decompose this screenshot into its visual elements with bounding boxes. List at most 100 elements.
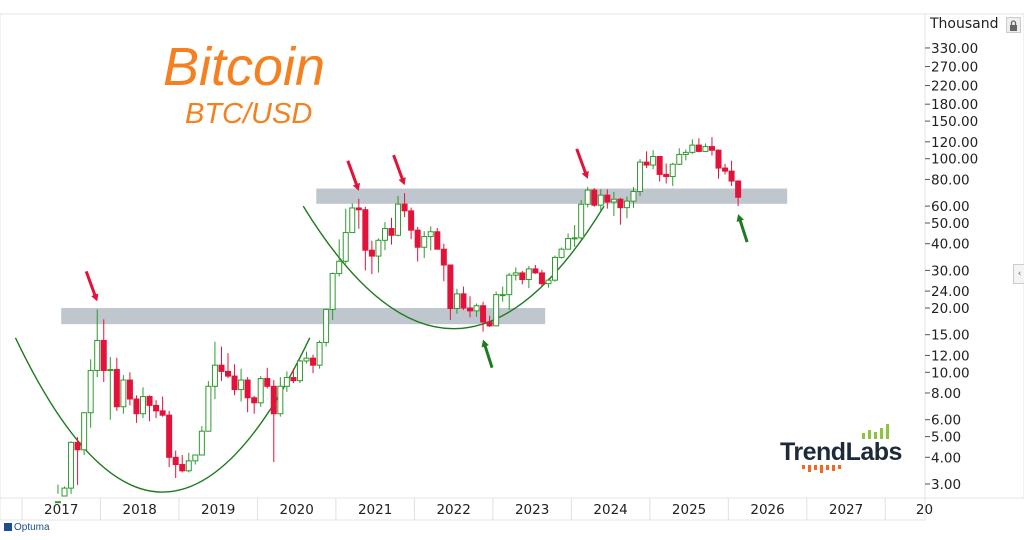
candle-body bbox=[381, 228, 388, 241]
logo-text: TrendLabs bbox=[780, 438, 902, 466]
candle-body bbox=[480, 305, 487, 323]
red-arrow-icon bbox=[575, 148, 588, 176]
candle-body bbox=[434, 231, 441, 250]
green-arrow-icon bbox=[482, 343, 494, 369]
candle-body bbox=[329, 273, 336, 310]
candle-body bbox=[708, 146, 715, 151]
candle-body bbox=[336, 260, 343, 275]
trendlabs-logo: TrendLabs bbox=[780, 424, 902, 473]
candle-body bbox=[525, 268, 532, 280]
x-tick-label: 2026 bbox=[750, 502, 784, 518]
x-tick-label: 20 bbox=[916, 502, 933, 518]
y-tick-label: 60.00 bbox=[931, 199, 970, 215]
x-tick-label: 2025 bbox=[672, 502, 706, 518]
candle-body bbox=[100, 339, 107, 371]
resistance-zone bbox=[61, 308, 546, 325]
candle-body bbox=[133, 398, 140, 415]
x-tick-label: 2017 bbox=[44, 502, 78, 518]
x-tick-label: 2020 bbox=[280, 502, 314, 518]
y-tick-label: 12.00 bbox=[931, 348, 970, 364]
chart-title: Bitcoin bbox=[163, 37, 326, 97]
green-arrow-icon bbox=[737, 217, 749, 243]
candle-body bbox=[499, 294, 506, 297]
candle-body bbox=[388, 228, 395, 236]
candle-body bbox=[316, 341, 323, 366]
y-tick-label: 4.00 bbox=[931, 450, 961, 466]
y-tick-label: 6.00 bbox=[931, 413, 961, 429]
lock-icon[interactable] bbox=[1006, 17, 1021, 33]
candle-body bbox=[414, 229, 421, 248]
y-axis-panel[interactable] bbox=[924, 13, 1024, 499]
y-tick-label: 3.00 bbox=[931, 477, 961, 493]
candle-body bbox=[532, 268, 539, 274]
candle-body bbox=[643, 161, 650, 166]
candle-body bbox=[179, 464, 186, 472]
candle-body bbox=[87, 369, 94, 414]
candle-body bbox=[54, 501, 61, 504]
candle-body bbox=[349, 207, 356, 234]
candle-body bbox=[702, 146, 709, 152]
logo-bars-icon bbox=[802, 424, 889, 473]
red-arrow-icon-head bbox=[352, 182, 360, 191]
candle-body bbox=[120, 379, 127, 408]
x-axis-panel[interactable] bbox=[0, 497, 926, 521]
green-arrow-icon-head bbox=[736, 214, 744, 222]
candle-body bbox=[238, 379, 245, 391]
candle-body bbox=[571, 237, 578, 240]
candle-body bbox=[192, 454, 199, 462]
candle-body bbox=[303, 357, 310, 362]
cup-arc bbox=[302, 205, 605, 330]
candle-body bbox=[728, 170, 735, 182]
red-arrow-icon bbox=[346, 160, 359, 188]
collapse-panel-icon[interactable]: ‹ bbox=[1013, 264, 1024, 284]
candle-body bbox=[362, 209, 369, 251]
x-tick-label: 2027 bbox=[829, 502, 863, 518]
candle-body bbox=[453, 293, 460, 309]
green-arrow-icon-head bbox=[481, 339, 489, 348]
candle-body bbox=[408, 210, 415, 231]
candle-body bbox=[552, 256, 559, 281]
candle-body bbox=[296, 360, 303, 382]
y-tick-label: 8.00 bbox=[931, 386, 961, 402]
candle-body bbox=[663, 173, 670, 178]
red-arrow-icon-head bbox=[581, 170, 589, 179]
candle-body bbox=[617, 198, 624, 209]
candle-body bbox=[421, 236, 428, 248]
candle-body bbox=[185, 460, 192, 472]
candle-body bbox=[427, 231, 434, 238]
candle-body bbox=[290, 377, 297, 382]
candle-body bbox=[689, 144, 696, 153]
candle-body bbox=[447, 264, 454, 309]
candle-body bbox=[146, 396, 153, 406]
candle-body bbox=[166, 414, 173, 458]
candle-body bbox=[630, 191, 637, 202]
y-tick-label: 20.00 bbox=[931, 301, 970, 317]
candle-body bbox=[610, 198, 617, 203]
candle-body bbox=[578, 203, 585, 239]
y-tick-label: 120.00 bbox=[931, 135, 978, 151]
candle-body bbox=[251, 397, 258, 404]
candle-body bbox=[565, 238, 572, 250]
candle-body bbox=[68, 441, 75, 489]
y-tick-label: 180.00 bbox=[931, 97, 978, 113]
y-axis-unit-label: Thousand bbox=[930, 16, 999, 32]
x-tick-label: 2023 bbox=[515, 502, 549, 518]
x-tick-label: 2018 bbox=[123, 502, 157, 518]
y-tick-label: 24.00 bbox=[931, 284, 970, 300]
y-tick-label: 270.00 bbox=[931, 60, 978, 76]
candle-body bbox=[342, 232, 349, 262]
candle-body bbox=[597, 194, 604, 206]
y-tick-label: 5.00 bbox=[931, 430, 961, 446]
candle-body bbox=[126, 379, 133, 400]
optuma-brand: Optuma bbox=[4, 522, 50, 533]
candle-body bbox=[473, 305, 480, 312]
y-tick-label: 50.00 bbox=[931, 216, 970, 232]
candle-body bbox=[545, 279, 552, 285]
resistance-zone bbox=[316, 188, 788, 204]
candle-body bbox=[198, 430, 205, 456]
candle-body bbox=[650, 156, 657, 166]
optuma-logo-icon bbox=[4, 523, 12, 531]
red-arrow-icon-head bbox=[91, 293, 99, 302]
candle-body bbox=[512, 272, 519, 276]
y-tick-label: 330.00 bbox=[931, 41, 978, 57]
